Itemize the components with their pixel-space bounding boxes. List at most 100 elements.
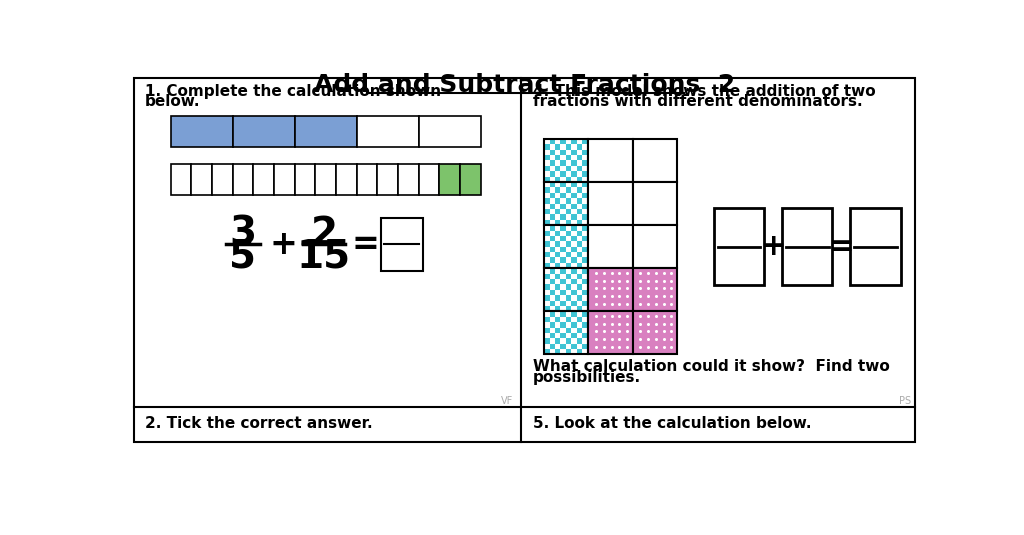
Text: 2. Tick the correct answer.: 2. Tick the correct answer. bbox=[145, 416, 373, 431]
Bar bbox=[544, 295, 550, 301]
Bar bbox=[583, 343, 588, 349]
Bar bbox=[577, 306, 583, 311]
Bar bbox=[550, 311, 555, 317]
Bar bbox=[577, 187, 583, 193]
Bar bbox=[577, 198, 583, 204]
Bar bbox=[577, 166, 583, 171]
Bar bbox=[566, 273, 571, 279]
Bar bbox=[583, 204, 588, 209]
Bar bbox=[550, 343, 555, 349]
Bar bbox=[550, 247, 555, 252]
Text: =: = bbox=[828, 232, 854, 261]
Bar bbox=[566, 144, 571, 150]
Bar bbox=[544, 241, 550, 247]
Bar bbox=[583, 322, 588, 327]
Bar bbox=[577, 209, 583, 215]
Bar bbox=[544, 311, 589, 355]
Bar bbox=[577, 317, 583, 322]
Bar bbox=[571, 139, 577, 144]
Bar bbox=[544, 231, 550, 236]
Bar bbox=[555, 295, 560, 301]
Bar bbox=[232, 116, 295, 147]
Bar bbox=[583, 225, 588, 231]
Bar bbox=[560, 204, 566, 209]
Bar bbox=[589, 139, 633, 182]
Bar bbox=[544, 306, 550, 311]
Bar bbox=[577, 295, 583, 301]
Bar bbox=[583, 257, 588, 263]
Bar bbox=[544, 198, 550, 204]
Bar bbox=[577, 338, 583, 343]
Bar bbox=[571, 171, 577, 177]
Bar bbox=[544, 268, 589, 311]
Bar bbox=[550, 225, 555, 231]
Bar bbox=[555, 317, 560, 322]
Bar bbox=[571, 301, 577, 306]
Bar bbox=[555, 263, 560, 268]
Bar bbox=[550, 150, 555, 155]
Bar bbox=[550, 290, 555, 295]
Bar bbox=[571, 290, 577, 295]
Bar bbox=[589, 182, 633, 225]
Bar bbox=[566, 231, 571, 236]
Bar bbox=[419, 164, 439, 195]
Bar bbox=[253, 164, 274, 195]
Bar bbox=[571, 311, 577, 317]
Bar bbox=[544, 268, 589, 311]
Bar bbox=[398, 164, 419, 195]
Bar bbox=[571, 343, 577, 349]
Bar bbox=[550, 182, 555, 187]
Bar bbox=[544, 182, 589, 225]
Bar bbox=[544, 225, 589, 268]
Bar bbox=[571, 225, 577, 231]
Bar bbox=[544, 285, 550, 290]
Bar bbox=[232, 164, 253, 195]
Text: 1. Complete the calculation shown: 1. Complete the calculation shown bbox=[145, 83, 441, 98]
Bar bbox=[544, 252, 550, 257]
Bar bbox=[571, 160, 577, 166]
Bar bbox=[583, 215, 588, 220]
Bar bbox=[571, 215, 577, 220]
Bar bbox=[555, 252, 560, 257]
Bar bbox=[544, 327, 550, 333]
Bar bbox=[544, 225, 589, 268]
Bar bbox=[583, 139, 588, 144]
Bar bbox=[555, 327, 560, 333]
Bar bbox=[850, 208, 901, 285]
Bar bbox=[571, 193, 577, 198]
Bar bbox=[544, 263, 550, 268]
Bar bbox=[544, 177, 550, 182]
Bar bbox=[583, 150, 588, 155]
Bar bbox=[566, 327, 571, 333]
Bar bbox=[315, 164, 336, 195]
Bar bbox=[544, 187, 550, 193]
Bar bbox=[583, 247, 588, 252]
Bar bbox=[544, 349, 550, 355]
Bar bbox=[295, 164, 315, 195]
Bar bbox=[295, 116, 356, 147]
Bar bbox=[560, 343, 566, 349]
Text: 2: 2 bbox=[310, 215, 338, 253]
Bar bbox=[566, 285, 571, 290]
Bar bbox=[577, 155, 583, 160]
Bar bbox=[566, 338, 571, 343]
Bar bbox=[544, 338, 550, 343]
Bar bbox=[550, 322, 555, 327]
Bar bbox=[544, 220, 550, 225]
Bar bbox=[555, 144, 560, 150]
Bar bbox=[191, 164, 212, 195]
Bar bbox=[589, 268, 633, 311]
Bar bbox=[550, 215, 555, 220]
Bar bbox=[544, 166, 550, 171]
Text: +: + bbox=[269, 228, 297, 261]
Bar bbox=[439, 164, 460, 195]
Text: 4. This model shows the addition of two: 4. This model shows the addition of two bbox=[532, 83, 876, 98]
Bar bbox=[544, 273, 550, 279]
Bar bbox=[560, 247, 566, 252]
Text: PS: PS bbox=[899, 396, 910, 407]
Bar bbox=[550, 301, 555, 306]
Bar bbox=[583, 171, 588, 177]
Bar bbox=[571, 182, 577, 187]
Bar bbox=[633, 311, 677, 355]
Bar bbox=[555, 166, 560, 171]
